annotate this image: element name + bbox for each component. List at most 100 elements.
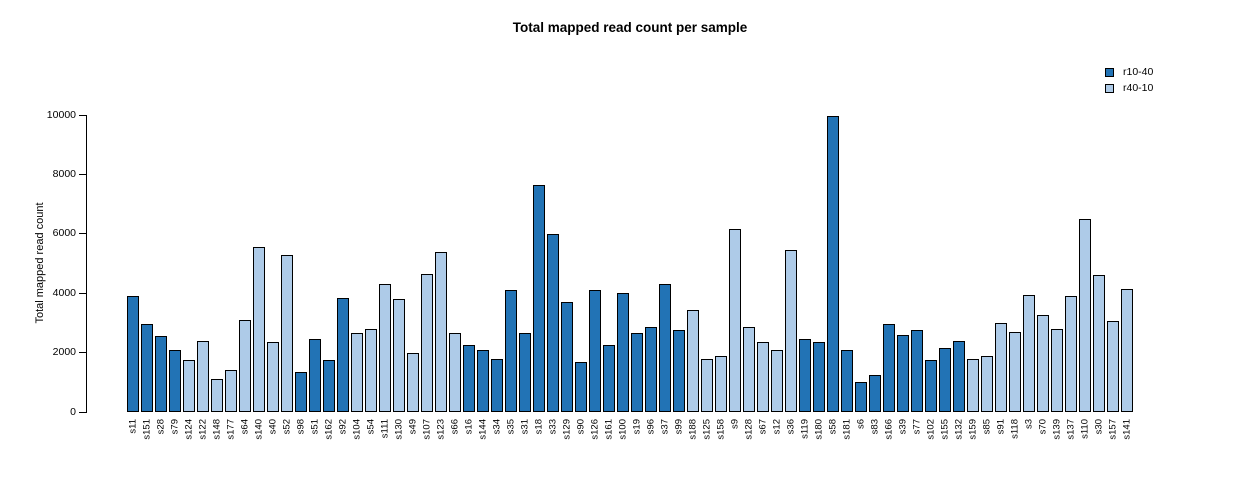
bar-s28: [155, 336, 167, 412]
bar-s161: [603, 345, 615, 412]
legend-label: r40-10: [1123, 82, 1154, 94]
x-tick-label: s18: [533, 419, 545, 435]
bar-s188: [687, 309, 699, 412]
y-tick-mark: [79, 352, 86, 354]
bar-s151: [141, 324, 153, 412]
x-tick-label: s79: [169, 419, 181, 435]
y-tick-label: 2000: [52, 346, 76, 359]
bar-s122: [197, 340, 209, 412]
y-tick-label: 10000: [46, 108, 76, 121]
x-tick-label: s99: [673, 419, 685, 435]
bar-s90: [575, 361, 587, 412]
bar-s125: [701, 358, 713, 412]
y-tick-mark: [79, 173, 86, 175]
x-tick-label: s141: [1121, 419, 1133, 440]
y-tick-mark: [79, 292, 86, 294]
x-tick-label: s137: [1065, 419, 1077, 440]
x-tick-label: s151: [141, 419, 153, 440]
x-tick-label: s123: [435, 419, 447, 440]
x-tick-label: s85: [981, 419, 993, 435]
bar-s6: [855, 382, 867, 412]
x-tick-label: s3: [1023, 419, 1035, 430]
x-tick-label: s96: [645, 419, 657, 435]
x-tick-label: s33: [547, 419, 559, 435]
bar-s33: [547, 233, 559, 412]
x-tick-label: s39: [897, 419, 909, 435]
x-tick-label: s102: [925, 419, 937, 440]
x-tick-label: s124: [183, 419, 195, 440]
x-tick-label: s37: [659, 419, 671, 435]
bar-s40: [267, 342, 279, 412]
x-tick-label: s118: [1009, 419, 1021, 439]
bar-s58: [827, 116, 839, 412]
x-tick-label: s119: [799, 419, 811, 439]
bar-s39: [897, 334, 909, 412]
x-tick-label: s181: [841, 419, 853, 440]
x-tick-label: s19: [631, 419, 643, 435]
bar-s159: [967, 358, 979, 412]
x-tick-label: s148: [211, 419, 223, 440]
bar-s64: [239, 319, 251, 412]
x-tick-label: s12: [771, 419, 783, 435]
bar-s119: [799, 339, 811, 412]
x-tick-label: s180: [813, 419, 825, 440]
x-tick-label: s139: [1051, 419, 1063, 440]
bar-s140: [253, 247, 265, 412]
x-tick-label: s64: [239, 419, 251, 435]
bar-s123: [435, 251, 447, 412]
x-tick-label: s58: [827, 419, 839, 435]
y-tick-label: 4000: [52, 286, 76, 299]
y-axis-line: [86, 115, 87, 413]
bar-s37: [659, 284, 671, 412]
x-tick-label: s125: [701, 419, 713, 440]
x-tick-label: s92: [337, 419, 349, 435]
x-tick-label: s104: [351, 419, 363, 440]
x-tick-label: s51: [309, 419, 321, 435]
legend-item: r10-40: [1105, 64, 1153, 80]
x-tick-label: s54: [365, 419, 377, 435]
bar-s11: [127, 296, 139, 412]
bar-s3: [1023, 294, 1035, 412]
bar-s35: [505, 290, 517, 412]
bar-s9: [729, 229, 741, 412]
bar-s31: [519, 333, 531, 412]
x-tick-label: s31: [519, 419, 531, 435]
bar-s92: [337, 297, 349, 412]
bar-s96: [645, 327, 657, 412]
bar-s180: [813, 342, 825, 412]
legend-label: r10-40: [1123, 66, 1154, 78]
bar-s54: [365, 328, 377, 412]
bar-s98: [295, 371, 307, 412]
x-tick-label: s52: [281, 419, 293, 435]
x-tick-label: s16: [463, 419, 475, 435]
x-tick-label: s6: [855, 419, 867, 430]
x-tick-label: s34: [491, 419, 503, 435]
legend-swatch-icon: [1105, 67, 1114, 77]
x-tick-label: s159: [967, 419, 979, 440]
bar-s155: [939, 348, 951, 412]
x-tick-label: s35: [505, 419, 517, 435]
x-tick-label: s144: [477, 419, 489, 440]
x-tick-label: s90: [575, 419, 587, 435]
bar-s181: [841, 349, 853, 412]
bar-s157: [1107, 321, 1119, 412]
x-tick-label: s107: [421, 419, 433, 440]
x-tick-label: s157: [1107, 419, 1119, 440]
x-tick-label: s122: [197, 419, 209, 440]
bar-s124: [183, 360, 195, 412]
y-tick-mark: [79, 411, 86, 413]
x-tick-label: s166: [883, 419, 895, 440]
bar-s158: [715, 355, 727, 412]
bar-s79: [169, 349, 181, 412]
bar-s126: [589, 290, 601, 412]
y-tick-label: 0: [70, 405, 76, 418]
x-tick-label: s158: [715, 419, 727, 440]
y-tick-mark: [79, 114, 86, 116]
bar-s107: [421, 273, 433, 412]
y-tick-label: 8000: [52, 167, 76, 180]
bar-s104: [351, 333, 363, 412]
bar-s85: [981, 355, 993, 412]
bar-s141: [1121, 288, 1133, 412]
x-tick-label: s128: [743, 419, 755, 440]
